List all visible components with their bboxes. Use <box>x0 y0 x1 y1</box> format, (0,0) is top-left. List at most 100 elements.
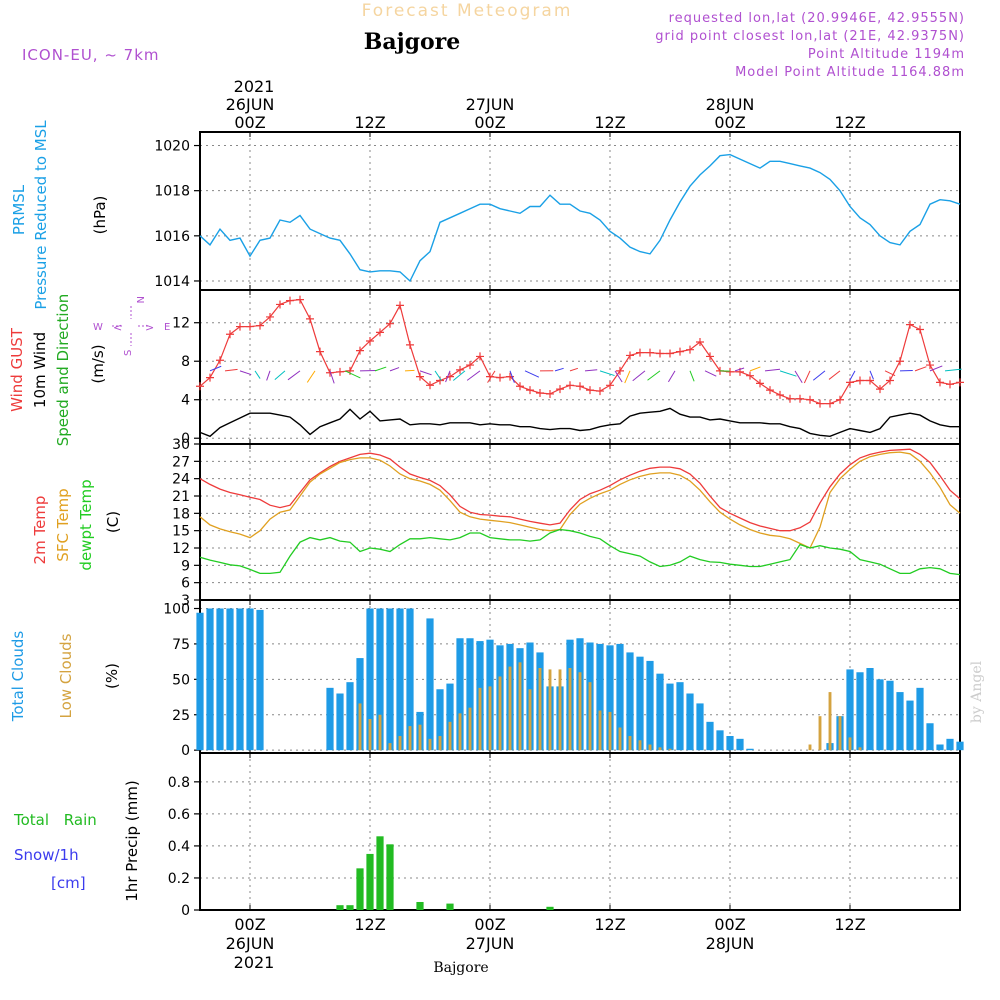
clouds-ytick-label: 50 <box>172 672 190 688</box>
wind-direction-arrow <box>704 370 717 377</box>
header-model: ICON-EU, ~ 7km <box>22 46 160 64</box>
total-cloud-bar <box>616 643 624 751</box>
pressure-ytick-label: 1014 <box>154 274 190 290</box>
total-cloud-bar <box>246 608 254 751</box>
temp-ytick-label: 18 <box>172 506 190 522</box>
low-cloud-bar <box>658 747 662 751</box>
low-cloud-bar <box>828 692 832 751</box>
precip-ytick-label: 0.8 <box>168 775 190 791</box>
total-cloud-bar <box>606 645 614 751</box>
rain-bar <box>376 836 384 910</box>
pressure-label-msl: Pressure Reduced to MSL <box>32 120 50 310</box>
wind-label-10m: 10m Wind <box>31 332 49 408</box>
gust-marker <box>786 394 794 403</box>
temp-unit-label: (C) <box>104 511 122 533</box>
gust-marker <box>626 351 634 360</box>
low-cloud-bar <box>648 744 652 751</box>
total-cloud-bar <box>856 672 864 751</box>
total-cloud-bar <box>386 608 394 751</box>
watermark: by Angel <box>969 660 985 723</box>
wind-direction-arrow <box>944 368 962 372</box>
gust-marker <box>756 379 764 388</box>
wind-frame <box>199 289 961 445</box>
gust-marker <box>266 312 274 321</box>
low-cloud-bar <box>418 724 422 751</box>
total-cloud-bar <box>676 682 684 751</box>
gust-marker <box>726 367 734 376</box>
gust-marker <box>916 325 924 334</box>
wind-direction-arrow <box>624 370 631 384</box>
clouds-label-total: Total Clouds <box>9 631 27 723</box>
pressure-ytick-label: 1018 <box>154 184 190 200</box>
wind-direction-arrow <box>689 370 695 382</box>
gust-marker <box>766 386 774 395</box>
wind-direction-arrow <box>803 370 811 384</box>
gust-marker <box>876 385 884 394</box>
bottom-date-label: 28JUN <box>706 934 755 953</box>
total-cloud-bar <box>226 608 234 751</box>
total-cloud-bar <box>366 608 374 751</box>
tsfc-line <box>199 451 961 549</box>
rain-bar <box>546 906 554 910</box>
gust-marker <box>276 300 284 309</box>
wind-direction-legend: W E N S < > <box>93 296 170 356</box>
wind-direction-arrow <box>329 370 335 384</box>
wind-direction-arrow <box>509 370 515 383</box>
wind-direction-legend-n: N <box>134 296 145 303</box>
pressure-unit-label: (hPa) <box>91 196 109 235</box>
wind-speed-line <box>199 407 960 438</box>
wind-direction-arrow <box>764 368 781 372</box>
gust-marker <box>616 366 624 375</box>
low-cloud-bar <box>408 726 412 751</box>
wind-direction-arrow <box>524 370 540 378</box>
header-point-altitude: Point Altitude 1194m <box>808 47 965 62</box>
low-cloud-bar <box>588 682 592 751</box>
total-cloud-bar <box>406 608 414 751</box>
gust-marker <box>566 381 574 390</box>
gust-marker <box>696 337 704 346</box>
gust-marker <box>456 365 464 374</box>
precip-ytick-label: 0.4 <box>168 839 190 855</box>
precip-panel: 0 0.2 0.4 0.6 0.8 <box>168 752 961 919</box>
header-grid-point: grid point closest lon,lat (21E, 42.9375… <box>655 29 965 44</box>
temp-ytick-label: 12 <box>172 541 190 557</box>
total-cloud-bar <box>236 608 244 751</box>
total-cloud-bar <box>636 656 644 751</box>
low-cloud-bar <box>608 711 612 751</box>
gust-marker <box>476 352 484 361</box>
wind-direction-arrow <box>849 370 856 381</box>
wind-direction-arrow <box>266 370 271 381</box>
gust-marker <box>956 378 964 387</box>
total-cloud-bar <box>256 609 264 751</box>
gust-marker <box>686 345 694 354</box>
gust-marker <box>196 382 204 391</box>
low-cloud-bar <box>508 666 512 751</box>
rain-bar <box>386 844 394 910</box>
gust-marker <box>796 394 804 403</box>
wind-direction-arrow <box>779 370 797 377</box>
bottom-time-label: 12Z <box>834 915 865 934</box>
low-cloud-bar <box>498 676 502 751</box>
rain-bar <box>446 903 454 910</box>
rain-bar <box>336 905 344 910</box>
rain-bar <box>416 901 424 910</box>
wind-direction-arrow <box>224 368 238 372</box>
gust-marker <box>666 349 674 358</box>
temp-ytick-label: 27 <box>172 454 190 470</box>
header-overline: Forecast Meteogram <box>362 1 573 21</box>
wind-direction-arrow <box>452 370 466 381</box>
bottom-time-label: 00Z <box>714 915 745 934</box>
wind-direction-arrow <box>749 366 761 372</box>
low-cloud-bar <box>378 714 382 751</box>
temp-frame <box>199 443 961 601</box>
wind-direction-arrow <box>466 370 481 381</box>
top-time-label: 12Z <box>354 113 385 132</box>
top-time-label: 00Z <box>474 113 505 132</box>
gust-marker <box>926 361 934 370</box>
gust-marker <box>646 348 654 357</box>
total-cloud-bar <box>466 638 474 751</box>
total-cloud-bar <box>626 652 634 751</box>
gust-marker <box>816 399 824 408</box>
gust-marker <box>886 376 894 385</box>
total-cloud-bar <box>716 730 724 751</box>
